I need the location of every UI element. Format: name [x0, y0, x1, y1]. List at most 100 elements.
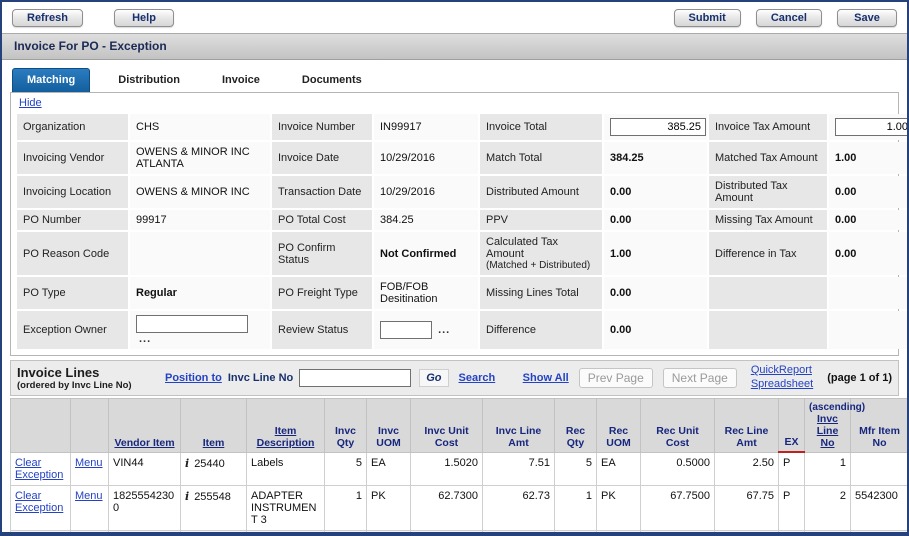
- save-button[interactable]: Save: [837, 9, 897, 27]
- cell-rec-line-amt: 309.00: [715, 530, 779, 536]
- cell-rec-uom: EA: [597, 452, 641, 485]
- field-value-missing-tax-amount: 0.00: [829, 210, 909, 230]
- cell-rec-unit-cost: 0.5000: [641, 452, 715, 485]
- clear-exception-link[interactable]: Clear Exception: [15, 490, 63, 514]
- exception-owner-input[interactable]: [136, 315, 248, 333]
- invoice-tax-amount-input[interactable]: [835, 118, 909, 136]
- field-label-organization: Organization: [17, 114, 128, 140]
- show-all-link[interactable]: Show All: [523, 372, 569, 384]
- header-invc-unit-cost: Invc Unit Cost: [411, 398, 483, 452]
- field-label-invoice-date: Invoice Date: [272, 142, 372, 174]
- cell-item: i255548: [181, 485, 247, 530]
- header-rec-uom: Rec UOM: [597, 398, 641, 452]
- exception-owner-lookup-button[interactable]: ...: [139, 333, 151, 345]
- tab-documents[interactable]: Documents: [288, 69, 376, 92]
- field-label-po-reason-code: PO Reason Code: [17, 232, 128, 275]
- cell-rec-qty: 1: [555, 485, 597, 530]
- header-form-panel: Hide Organization CHS Invoice Number IN9…: [10, 92, 899, 356]
- field-value-missing-lines-total: 0.00: [604, 277, 707, 309]
- prev-page-button[interactable]: Prev Page: [579, 368, 653, 388]
- next-page-button[interactable]: Next Page: [663, 368, 737, 388]
- field-value-ppv: 0.00: [604, 210, 707, 230]
- cell-item-description: ADAPTER BRONCH SWIVE: [247, 530, 325, 536]
- review-status-input[interactable]: [380, 321, 432, 339]
- search-link[interactable]: Search: [459, 372, 496, 384]
- invoice-lines-subtitle: (ordered by Invc Line No): [17, 380, 165, 391]
- field-label-po-freight-type: PO Freight Type: [272, 277, 372, 309]
- header-vendor-item[interactable]: Vendor Item: [109, 398, 181, 452]
- cell-rec-qty: 1: [555, 530, 597, 536]
- cell-rec-line-amt: 67.75: [715, 485, 779, 530]
- field-label-invoicing-vendor: Invoicing Vendor: [17, 142, 128, 174]
- field-value-difference: 0.00: [604, 311, 707, 349]
- clear-exception-link[interactable]: Clear Exception: [15, 457, 63, 481]
- cell-ex: IT: [779, 530, 805, 536]
- field-value-organization: CHS: [130, 114, 270, 140]
- report-links: QuickReport Spreadsheet: [751, 364, 813, 392]
- header-invc-qty: Invc Qty: [325, 398, 367, 452]
- field-label-transaction-date: Transaction Date: [272, 176, 372, 208]
- field-value-distributed-amount: 0.00: [604, 176, 707, 208]
- info-icon[interactable]: i: [185, 490, 189, 503]
- tab-invoice[interactable]: Invoice: [208, 69, 274, 92]
- field-label-po-type: PO Type: [17, 277, 128, 309]
- header-invc-uom: Invc UOM: [367, 398, 411, 452]
- tab-distribution[interactable]: Distribution: [104, 69, 194, 92]
- invoice-lines-title-block: Invoice Lines (ordered by Invc Line No): [17, 365, 165, 391]
- table-row: Clear Exception Menu 18255542300 i255548…: [11, 485, 909, 530]
- cell-item: i25440: [181, 452, 247, 485]
- empty-label-cell: [709, 311, 827, 349]
- invoice-lines-toolbar: Invoice Lines (ordered by Invc Line No) …: [10, 360, 899, 396]
- cell-invc-uom: PK: [367, 485, 411, 530]
- cell-invc-unit-cost: 1.5020: [411, 452, 483, 485]
- cell-invc-line-amt: 7.51: [483, 452, 555, 485]
- field-label-difference-in-tax: Difference in Tax: [709, 232, 827, 275]
- field-label-distributed-amount: Distributed Amount: [480, 176, 602, 208]
- cell-rec-line-amt: 2.50: [715, 452, 779, 485]
- cell-rec-uom: PK: [597, 485, 641, 530]
- field-value-calculated-tax-amount: 1.00: [604, 232, 707, 275]
- header-rec-line-amt: Rec Line Amt: [715, 398, 779, 452]
- go-button[interactable]: Go: [419, 369, 448, 387]
- field-label-invoice-tax-amount: Invoice Tax Amount: [709, 114, 827, 140]
- field-label-po-number: PO Number: [17, 210, 128, 230]
- invoice-lines-title: Invoice Lines: [17, 365, 165, 380]
- submit-button[interactable]: Submit: [674, 9, 741, 27]
- info-icon[interactable]: i: [185, 457, 189, 470]
- cell-vendor-item: 5858625191: [109, 530, 181, 536]
- header-invc-line-no[interactable]: (ascending) Invc Line No: [805, 398, 851, 452]
- position-to-input[interactable]: [299, 369, 411, 387]
- invoice-total-input[interactable]: [610, 118, 706, 136]
- tab-matching[interactable]: Matching: [12, 68, 90, 92]
- field-label-missing-tax-amount: Missing Tax Amount: [709, 210, 827, 230]
- tab-bar: Matching Distribution Invoice Documents: [2, 60, 907, 92]
- quickreport-link[interactable]: QuickReport: [751, 364, 813, 378]
- field-value-po-number: 99917: [130, 210, 270, 230]
- field-label-distributed-tax-amount: Distributed Tax Amount: [709, 176, 827, 208]
- empty-value-cell: [829, 277, 909, 309]
- field-value-po-reason-code: [130, 232, 270, 275]
- menu-link[interactable]: Menu: [75, 457, 103, 469]
- cancel-button[interactable]: Cancel: [756, 9, 822, 27]
- refresh-button[interactable]: Refresh: [12, 9, 83, 27]
- field-label-po-total-cost: PO Total Cost: [272, 210, 372, 230]
- cell-mfr-item-no: [851, 452, 909, 485]
- header-item-description[interactable]: Item Description: [247, 398, 325, 452]
- cell-invc-qty: 5: [325, 452, 367, 485]
- menu-link[interactable]: Menu: [75, 490, 103, 502]
- field-value-invoicing-location: OWENS & MINOR INC: [130, 176, 270, 208]
- help-button[interactable]: Help: [114, 9, 174, 27]
- field-value-po-total-cost: 384.25: [374, 210, 478, 230]
- cell-rec-unit-cost: 309.0000: [641, 530, 715, 536]
- cell-item: i86259: [181, 530, 247, 536]
- field-value-po-confirm-status: Not Confirmed: [374, 232, 478, 275]
- spreadsheet-link[interactable]: Spreadsheet: [751, 378, 813, 392]
- hide-link[interactable]: Hide: [19, 97, 42, 109]
- position-to-link[interactable]: Position to: [165, 372, 222, 384]
- toolbar-right-group: Submit Cancel Save: [662, 9, 897, 27]
- field-value-po-freight-type: FOB/FOB Desitination: [374, 277, 478, 309]
- review-status-lookup-button[interactable]: ...: [438, 324, 450, 336]
- header-item[interactable]: Item: [181, 398, 247, 452]
- calculated-tax-sublabel: (Matched + Distributed): [486, 260, 596, 271]
- field-label-ppv: PPV: [480, 210, 602, 230]
